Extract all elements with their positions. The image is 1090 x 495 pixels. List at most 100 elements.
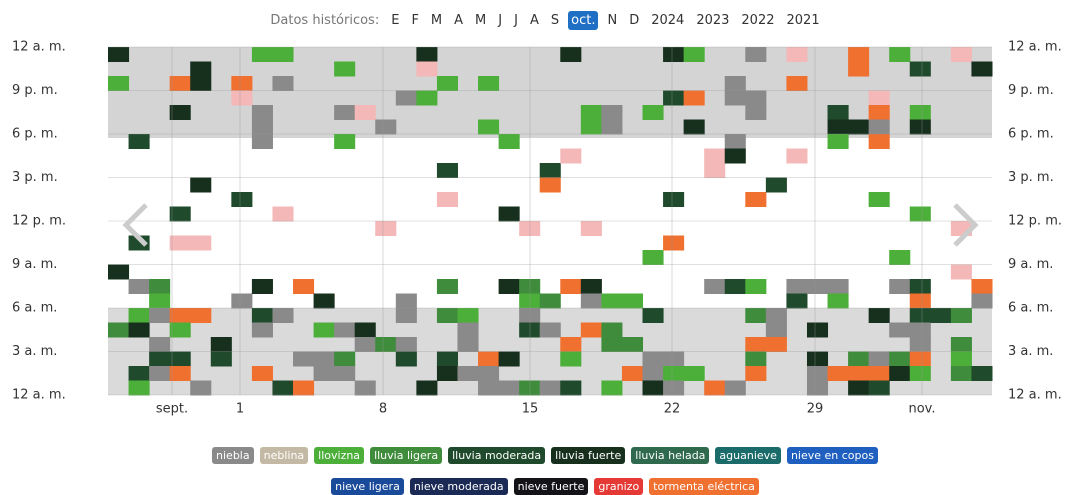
legend-item: niebla — [212, 447, 254, 464]
year-link[interactable]: 2022 — [741, 13, 775, 28]
weather-cell — [909, 105, 931, 120]
weather-cell — [909, 206, 931, 222]
legend-item: neblina — [259, 447, 309, 464]
weather-cell — [663, 90, 685, 106]
weather-cell — [478, 380, 500, 396]
weather-cell — [251, 119, 273, 135]
weather-cell — [375, 221, 397, 236]
weather-cell — [704, 380, 726, 396]
weather-cell — [683, 90, 705, 106]
legend-item: nieve fuerte — [513, 478, 589, 495]
weather-cell — [478, 366, 500, 381]
weather-cell — [889, 47, 911, 62]
weather-cell — [601, 337, 623, 352]
month-link[interactable]: E — [391, 13, 400, 28]
weather-cell — [190, 76, 212, 91]
weather-cell — [539, 163, 561, 178]
year-link[interactable]: 2024 — [651, 13, 685, 28]
weather-cell — [560, 351, 582, 367]
weather-cell — [395, 293, 417, 309]
weather-cell — [539, 322, 561, 338]
weather-cell — [950, 337, 972, 352]
weather-cell — [868, 105, 890, 120]
weather-cell — [909, 293, 931, 309]
weather-cell — [149, 351, 171, 367]
month-link[interactable]: M — [430, 13, 443, 28]
weather-cell — [704, 148, 726, 164]
weather-cell — [128, 235, 150, 251]
weather-cell — [539, 380, 561, 396]
month-link[interactable]: F — [411, 13, 419, 28]
weather-cell — [128, 279, 150, 294]
weather-cell — [108, 264, 130, 280]
weather-cell — [827, 279, 849, 294]
weather-cell — [519, 308, 541, 323]
weather-cell — [251, 105, 273, 120]
next-arrow[interactable] — [953, 203, 979, 247]
month-link[interactable]: J — [514, 13, 518, 28]
weather-cell — [498, 206, 520, 222]
weather-cell — [889, 322, 911, 338]
weather-cell — [580, 119, 602, 135]
weather-cell — [539, 177, 561, 193]
weather-cell — [786, 148, 808, 164]
month-link[interactable]: D — [629, 13, 640, 28]
weather-cell — [519, 279, 541, 294]
weather-cell — [190, 235, 212, 251]
legend-item: nieve ligera — [331, 478, 404, 495]
weather-cell — [436, 308, 458, 323]
weather-cell — [128, 366, 150, 381]
weather-cell — [436, 351, 458, 367]
month-link[interactable]: A — [454, 13, 464, 28]
weather-cell — [704, 163, 726, 178]
weather-cell — [580, 322, 602, 338]
weather-cell — [765, 322, 787, 338]
weather-cell — [539, 293, 561, 309]
prev-arrow[interactable] — [122, 203, 148, 247]
x-label: 22 — [664, 402, 681, 417]
weather-cell — [724, 76, 746, 91]
weather-cell — [251, 279, 273, 294]
weather-cell — [375, 337, 397, 352]
weather-cell — [848, 366, 870, 381]
month-link[interactable]: M — [475, 13, 487, 28]
weather-cell — [190, 177, 212, 193]
y-label: 12 a. m. — [12, 388, 66, 403]
month-link[interactable]: N — [607, 13, 618, 28]
weather-cell — [190, 61, 212, 77]
weather-cell — [889, 351, 911, 367]
weather-cell — [498, 134, 520, 149]
y-label: 9 p. m. — [12, 83, 58, 98]
y-label: 12 a. m. — [1008, 40, 1062, 55]
weather-cell — [745, 308, 767, 323]
year-link[interactable]: 2021 — [786, 13, 820, 28]
month-link[interactable]: oct. — [568, 11, 599, 30]
weather-cell — [498, 380, 520, 396]
y-label: 9 a. m. — [12, 257, 57, 272]
weather-cell — [663, 351, 685, 367]
weather-cell — [868, 90, 890, 106]
legend-item: lluvia fuerte — [551, 447, 626, 464]
weather-cell — [683, 47, 705, 62]
weather-cell — [621, 293, 644, 309]
weather-cell — [704, 279, 726, 294]
weather-cell — [436, 279, 458, 294]
x-label: nov. — [908, 402, 935, 417]
weather-cell — [909, 279, 931, 294]
weather-cell — [436, 76, 458, 91]
weather-cell — [848, 119, 870, 135]
year-link[interactable]: 2023 — [696, 13, 730, 28]
weather-cell — [354, 337, 376, 352]
weather-cell — [663, 47, 685, 62]
month-link[interactable]: J — [498, 13, 503, 28]
weather-cell — [334, 105, 356, 120]
weather-cell — [950, 308, 972, 323]
weather-cell — [436, 192, 458, 207]
x-label: 15 — [522, 402, 539, 417]
weather-cell — [272, 76, 294, 91]
weather-cell — [827, 366, 849, 381]
month-link[interactable]: S — [550, 13, 560, 28]
weather-cell — [601, 380, 623, 396]
y-label: 9 a. m. — [1008, 257, 1053, 272]
month-link[interactable]: A — [529, 13, 539, 28]
